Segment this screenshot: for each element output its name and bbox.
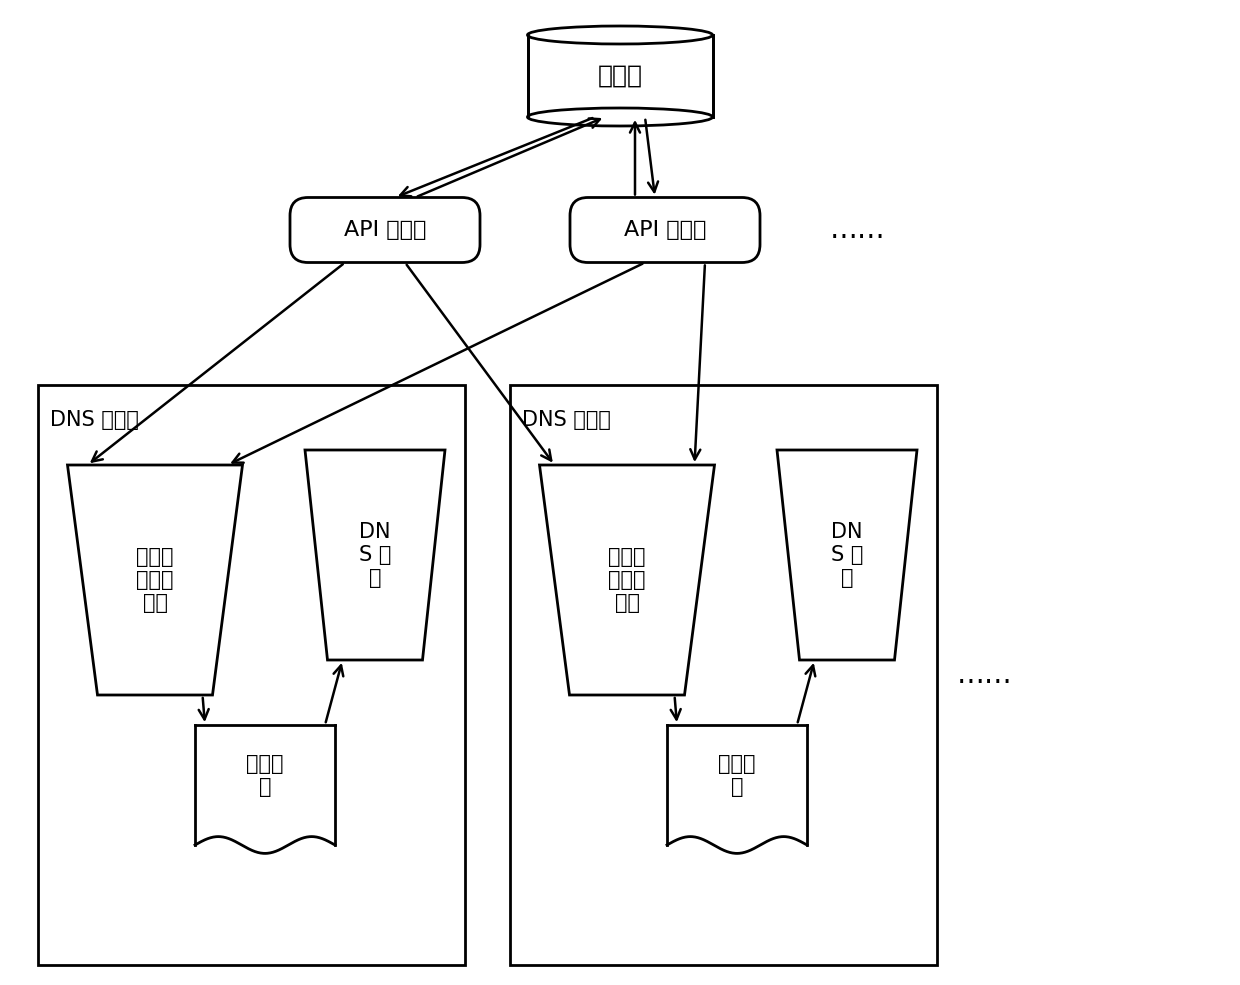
Text: 配置文
件同步
程序: 配置文 件同步 程序 [609, 547, 646, 614]
Text: API 服务器: API 服务器 [343, 220, 427, 240]
Bar [527, 35, 713, 117]
Polygon shape [305, 450, 445, 660]
Text: ……: …… [830, 216, 885, 244]
Text: DN
S 服
务: DN S 服 务 [358, 522, 391, 588]
Text: 配置文
件同步
程序: 配置文 件同步 程序 [136, 547, 174, 614]
FancyBboxPatch shape [570, 198, 760, 262]
Polygon shape [539, 465, 714, 695]
Bar [195, 725, 335, 845]
Bar [667, 725, 807, 845]
Ellipse shape [527, 108, 713, 126]
Text: 配置文
件: 配置文 件 [247, 754, 284, 797]
Bar [510, 385, 937, 965]
Polygon shape [777, 450, 918, 660]
Ellipse shape [527, 26, 713, 44]
Text: DNS 服务器: DNS 服务器 [50, 410, 139, 430]
Text: DN
S 服
务: DN S 服 务 [831, 522, 863, 588]
Text: ……: …… [957, 661, 1013, 689]
Text: 数据库: 数据库 [598, 64, 642, 88]
Text: 配置文
件: 配置文 件 [718, 754, 755, 797]
Bar [38, 385, 465, 965]
Text: API 服务器: API 服务器 [624, 220, 707, 240]
FancyBboxPatch shape [290, 198, 480, 262]
Text: DNS 服务器: DNS 服务器 [522, 410, 611, 430]
Polygon shape [67, 465, 243, 695]
